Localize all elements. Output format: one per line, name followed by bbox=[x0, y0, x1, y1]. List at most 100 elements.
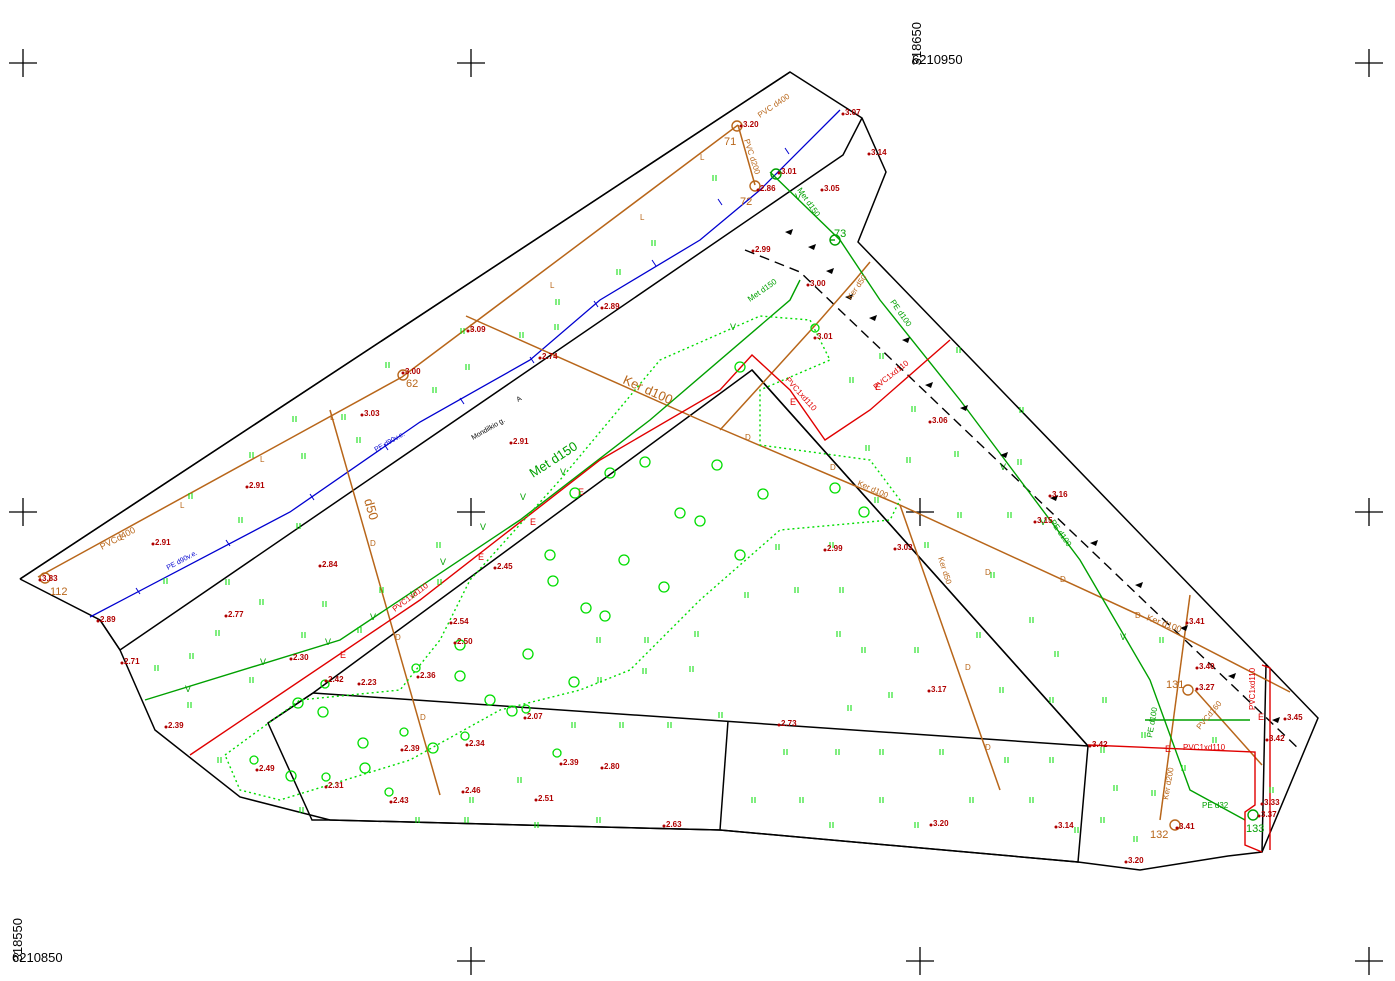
sewer-lines bbox=[37, 124, 1291, 821]
grass-tick-icon bbox=[616, 269, 621, 275]
grass-tick-icon bbox=[954, 451, 959, 457]
label-ker-d50: Ker d50 bbox=[936, 556, 953, 586]
grass-tick-icon bbox=[1159, 637, 1164, 643]
grass-tick-icon bbox=[187, 702, 192, 708]
elevation-label: 2.42 bbox=[328, 675, 344, 684]
manhole-icon bbox=[1247, 809, 1259, 821]
elevation-label: 3.42 bbox=[1092, 740, 1108, 749]
elevation-dot bbox=[465, 743, 469, 747]
grass-tick-icon bbox=[415, 817, 420, 823]
svg-text:E: E bbox=[1258, 712, 1264, 722]
grass-tick-icon bbox=[956, 347, 961, 353]
bush-icon bbox=[521, 704, 531, 714]
tree-icon bbox=[317, 706, 329, 718]
parcel-top-edge bbox=[312, 692, 1089, 747]
grass-tick-icon bbox=[906, 457, 911, 463]
svg-text:E: E bbox=[1165, 744, 1171, 754]
elevation-label: 3.16 bbox=[1052, 490, 1068, 499]
manhole-icon bbox=[1169, 819, 1181, 831]
grass-tick-icon bbox=[744, 592, 749, 598]
elevation-dot bbox=[523, 716, 527, 720]
svg-text:V: V bbox=[520, 492, 526, 502]
svg-text:D: D bbox=[370, 539, 376, 548]
bush-icon bbox=[810, 323, 820, 333]
elevation-label: 3.33 bbox=[1264, 798, 1280, 807]
water-lines bbox=[144, 171, 1250, 821]
svg-text:V: V bbox=[410, 590, 416, 600]
grass-tick-icon bbox=[849, 377, 854, 383]
crosshair-icon bbox=[1355, 947, 1383, 975]
elevation-label: 2.77 bbox=[228, 610, 244, 619]
grass-tick-icon bbox=[694, 631, 699, 637]
elevation-label: 3.20 bbox=[933, 819, 949, 828]
grid-label-top-y: 6210950 bbox=[912, 52, 963, 67]
svg-text:L: L bbox=[120, 533, 125, 542]
svg-text:V: V bbox=[560, 467, 566, 477]
grass-tick-icon bbox=[238, 517, 243, 523]
elevation-dot bbox=[151, 542, 155, 546]
elevation-points: 3.07 3.14 3.20 3.01 2.86 3.05 2.99 3.00 2.89 3.09… bbox=[38, 108, 1303, 865]
bush-icon bbox=[249, 755, 259, 765]
elevation-label: 3.01 bbox=[781, 167, 797, 176]
elevation-dot bbox=[389, 800, 393, 804]
grass-tick-icon bbox=[775, 544, 780, 550]
grass-tick-icon bbox=[1054, 651, 1059, 657]
grass-tick-icon bbox=[799, 797, 804, 803]
grass-tick-icon bbox=[783, 749, 788, 755]
elevation-label: 2.31 bbox=[328, 781, 344, 790]
svg-text:V: V bbox=[260, 657, 266, 667]
elevation-dot bbox=[1260, 802, 1264, 806]
label-ker-d100-main: Ker d100 bbox=[621, 372, 675, 407]
tree-icon bbox=[547, 575, 559, 587]
elevation-label: 3.20 bbox=[743, 120, 759, 129]
grass-tick-icon bbox=[751, 797, 756, 803]
grass-tick-icon bbox=[1049, 757, 1054, 763]
elevation-label: 2.99 bbox=[755, 245, 771, 254]
elevation-dot bbox=[929, 823, 933, 827]
elevation-dot bbox=[38, 578, 42, 582]
svg-text:V: V bbox=[730, 322, 736, 332]
elevation-dot bbox=[600, 306, 604, 310]
grass-tick-icon bbox=[1049, 697, 1054, 703]
svg-text:D: D bbox=[965, 663, 971, 672]
svg-text:D: D bbox=[395, 633, 401, 642]
dashed-fence bbox=[744, 249, 1301, 751]
triangle-east-line bbox=[751, 369, 1089, 747]
elevation-dot bbox=[1088, 744, 1092, 748]
label-pvc-1xd110-d: PVC1xd110 bbox=[1183, 743, 1226, 752]
grass-tick-icon bbox=[879, 749, 884, 755]
grass-tick-icon bbox=[667, 722, 672, 728]
elevation-dot bbox=[806, 283, 810, 287]
tree-icon bbox=[506, 705, 518, 717]
grass-tick-icon bbox=[914, 647, 919, 653]
elevation-dot bbox=[324, 679, 328, 683]
tree-icon bbox=[522, 648, 534, 660]
elevation-label: 2.86 bbox=[760, 184, 776, 193]
grass-tick-icon bbox=[888, 692, 893, 698]
node-131: 131 bbox=[1166, 679, 1184, 691]
grass-tick-icon bbox=[215, 630, 220, 636]
grass-tick-icon bbox=[957, 512, 962, 518]
electric-lines bbox=[189, 339, 1271, 853]
elevation-dot bbox=[534, 798, 538, 802]
label-ker-d100-small: Ker d100 bbox=[856, 479, 890, 501]
grass-tick-icon bbox=[829, 822, 834, 828]
svg-text:D: D bbox=[1060, 575, 1066, 584]
elevation-label: 2.54 bbox=[453, 617, 469, 626]
grass-tick-icon bbox=[619, 722, 624, 728]
elevation-label: 2.91 bbox=[249, 481, 265, 490]
bush-icon bbox=[460, 731, 470, 741]
node-132: 132 bbox=[1150, 829, 1168, 841]
elevation-label: 2.99 bbox=[827, 544, 843, 553]
tree-icon bbox=[292, 697, 304, 709]
pipe-labels: Ker d100 Met d150 d50 PVC d400 PVCd400 P… bbox=[98, 91, 1257, 810]
elevation-dot bbox=[927, 689, 931, 693]
svg-text:V: V bbox=[795, 192, 801, 202]
svg-text:V: V bbox=[1000, 462, 1006, 472]
tree-icon bbox=[454, 639, 466, 651]
bush-icon bbox=[552, 748, 562, 758]
grass-tick-icon bbox=[1102, 697, 1107, 703]
manhole-icon bbox=[749, 180, 761, 192]
svg-text:D: D bbox=[420, 713, 426, 722]
node-72: 72 bbox=[740, 196, 752, 208]
